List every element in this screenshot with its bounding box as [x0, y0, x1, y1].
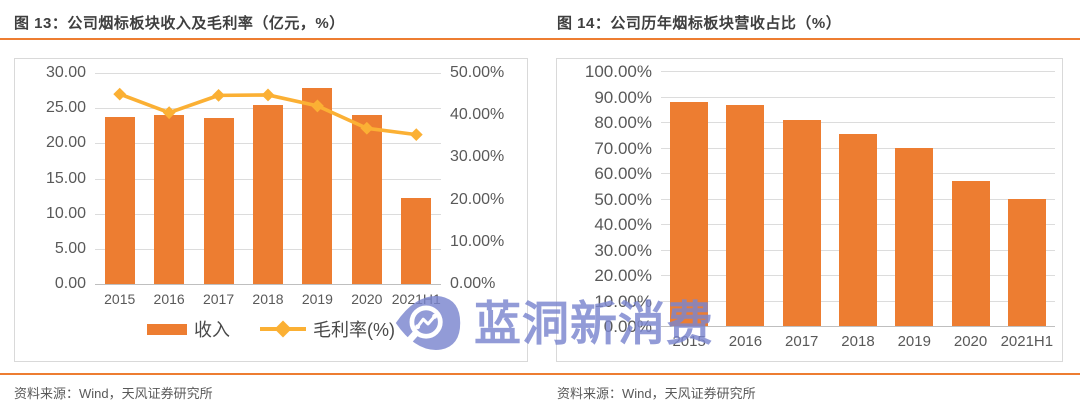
legend-label-revenue: 收入 [194, 320, 230, 340]
figure-13-header: 图 13：公司烟标板块收入及毛利率（亿元，%） [0, 0, 540, 40]
y-axis-tick-label: 15.00 [45, 169, 86, 187]
chart-legend: 收入 毛利率(%) [15, 316, 527, 342]
bar-1 [154, 115, 185, 284]
figure-14-title: 图 14：公司历年烟标板块营收占比（%） [557, 15, 842, 32]
gridline [661, 96, 1055, 98]
x-axis-label-2015: 2015 [672, 333, 706, 350]
bar-3 [839, 133, 877, 326]
figure-13-source-row: 资料来源：Wind，天风证券研究所 [0, 373, 540, 403]
revenue-share-chart: 100.00% 90.00% 80.00% 70.00% 60.00% 50.00% 40.… [556, 58, 1063, 362]
gridline [95, 284, 441, 285]
y-axis-tick-label: 25.00 [45, 99, 86, 117]
secondary-y-axis-tick-label: 30.00% [450, 148, 505, 166]
line-marker [261, 88, 275, 102]
bar-4 [895, 148, 934, 326]
bar-2 [203, 118, 234, 284]
bar-4 [302, 88, 333, 284]
line-marker [409, 128, 423, 142]
bar-6 [401, 198, 432, 284]
figure-13-title: 图 13：公司烟标板块收入及毛利率（亿元，%） [14, 15, 345, 32]
y-axis-tick-label: 80.00% [594, 113, 652, 132]
secondary-y-axis-tick-label: 50.00% [450, 64, 505, 81]
revenue-bar-swatch-icon [147, 323, 187, 335]
figure-13-source: 资料来源：Wind，天风证券研究所 [14, 386, 213, 401]
y-axis-tick-label: 10.00% [594, 291, 652, 311]
secondary-y-axis-tick-label: 20.00% [450, 190, 505, 208]
figure-13-panel: 图 13：公司烟标板块收入及毛利率（亿元，%） 收入 毛利率(%) 30.00 2… [0, 0, 540, 403]
gridline [661, 122, 1055, 123]
bar-5 [951, 180, 990, 326]
y-axis-tick-label: 10.00 [45, 204, 86, 222]
secondary-y-axis-tick-label: 0.00% [450, 275, 496, 292]
y-axis-tick-label: 30.00 [45, 64, 86, 81]
y-axis-tick-label: 0.00% [603, 317, 652, 336]
y-axis-tick-label: 20.00 [45, 134, 86, 152]
bar-2 [782, 120, 821, 326]
x-axis-label-2021H1: 2021H1 [1000, 333, 1054, 350]
gross-margin-line-swatch-icon [260, 320, 306, 338]
gridline [661, 326, 1055, 327]
gridline [95, 73, 441, 74]
x-axis-label-2020: 2020 [953, 333, 988, 350]
x-axis-label-2019: 2019 [301, 291, 333, 307]
figure-14-source: 资料来源：Wind，天风证券研究所 [557, 386, 756, 401]
y-axis-tick-label: 5.00 [54, 239, 86, 257]
y-axis-tick-label: 0.00 [54, 275, 86, 292]
x-axis-label-2015: 2015 [104, 291, 136, 307]
secondary-y-axis-tick-label: 10.00% [450, 232, 505, 250]
x-axis-label-2016: 2016 [153, 291, 185, 307]
y-axis-tick-label: 60.00% [594, 164, 652, 183]
x-axis-label-2018: 2018 [841, 333, 875, 350]
bar-6 [1007, 198, 1046, 326]
x-axis-label-2017: 2017 [202, 291, 235, 307]
x-axis-label-2019: 2019 [897, 333, 931, 350]
y-axis-tick-label: 30.00% [594, 240, 652, 260]
figure-14-panel: 图 14：公司历年烟标板块营收占比（%） 100.00% 90.00% 80.00%… [540, 0, 1080, 407]
line-marker [212, 88, 225, 102]
legend-item-gross-margin: 毛利率(%) [260, 316, 395, 342]
y-axis-tick-label: 100.00% [584, 62, 652, 81]
figure-14-source-row: 资料来源：Wind，天风证券研究所 [540, 373, 1080, 403]
bar-1 [726, 104, 765, 326]
y-axis-tick-label: 50.00% [594, 189, 652, 209]
x-axis-label-2018: 2018 [252, 291, 284, 307]
figure-14-header: 图 14：公司历年烟标板块营收占比（%） [540, 0, 1080, 40]
line-marker [113, 87, 127, 101]
y-axis-tick-label: 70.00% [594, 138, 652, 158]
legend-label-gross-margin: 毛利率(%) [313, 320, 395, 340]
x-axis-label-2020: 2020 [351, 291, 383, 307]
x-axis-label-2016: 2016 [728, 333, 763, 350]
legend-item-revenue: 收入 [147, 316, 230, 342]
bar-3 [253, 104, 283, 284]
revenue-margin-chart: 收入 毛利率(%) 30.00 25.00 20.00 15.00 10.00 5.00 0… [14, 58, 528, 362]
y-axis-tick-label: 90.00% [594, 87, 652, 107]
y-axis-tick-label: 40.00% [594, 215, 652, 234]
diamond-marker-icon [274, 320, 292, 338]
secondary-y-axis-tick-label: 40.00% [450, 106, 505, 124]
x-axis-label-2021H1: 2021H1 [391, 291, 441, 307]
bar-0 [104, 116, 135, 284]
bar-0 [670, 101, 709, 326]
gridline [661, 71, 1055, 72]
bar-5 [351, 115, 382, 284]
x-axis-label-2017: 2017 [785, 333, 819, 350]
y-axis-tick-label: 20.00% [594, 266, 652, 285]
